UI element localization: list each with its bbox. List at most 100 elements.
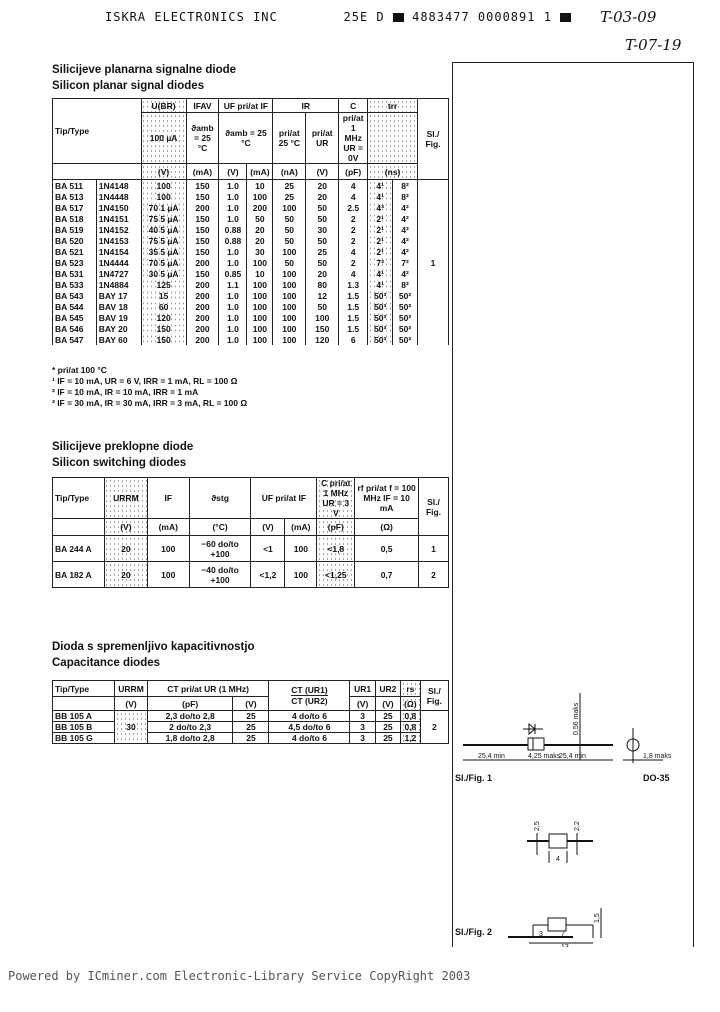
table-cell: 100 (272, 301, 307, 312)
table-cell: 1.0 (218, 334, 248, 345)
table-cell: BA 546 (52, 323, 97, 334)
table-cell: 100 (305, 312, 340, 323)
unit: (ns) (367, 163, 419, 180)
table-cell: 80 (305, 279, 340, 290)
table-cell: 150 (185, 224, 220, 235)
table-cell: 4³ (367, 202, 394, 213)
table-cell: 120 (305, 334, 340, 345)
dim-text: 25,4 min (478, 753, 505, 760)
table-cell: 7³ (367, 257, 394, 268)
table-cell: 200 (185, 279, 220, 290)
unit: (V) (250, 518, 286, 536)
col-ifav: IFAV (185, 98, 220, 113)
black-mark (392, 13, 404, 22)
dim-text: 4,25 maks (528, 753, 561, 760)
figure-panel: 25,4 min 4,25 maks 25,4 min 0,56 maks 1,… (452, 62, 694, 947)
table-cell: 1.0 (218, 312, 248, 323)
table-cell: 150 (305, 323, 340, 334)
unit: (V) (232, 696, 270, 711)
table-cell: 4² (392, 202, 419, 213)
col-uf: UF pri/at IF (218, 98, 274, 113)
section-title-capacitance: Dioda s spremenljivo kapacitivnostjo Cap… (52, 639, 255, 671)
table-cell: 12 (305, 290, 340, 301)
table-cell: BA 182 A (52, 561, 105, 588)
table-row: BA 547 BAY 60 150 200 1.0 100 100 120 6 50³ 50² (52, 334, 449, 345)
table-cell: 200 (185, 202, 220, 213)
uf-condition: ϑamb = 25 °C (218, 112, 274, 164)
fig2-dimensions: 2,5 2,2 4 3 7 13 1,5 (534, 821, 601, 947)
table-cell: 25 (232, 732, 270, 744)
table-cell: BAY 60 (95, 334, 142, 345)
table-cell: 50³ (367, 301, 394, 312)
footnote: ² IF = 10 mA, IR = 10 mA, IRR = 1 mA (52, 387, 199, 397)
table-cell: 1N4148 (95, 179, 142, 191)
unit: (nA) (272, 163, 307, 180)
col-urrm: URRM (114, 680, 148, 697)
table-row: BA 520 1N4153 75 5 µA 150 0.88 20 50 50 2 2¹ 4² (52, 235, 449, 246)
table-cell: 0.88 (218, 235, 248, 246)
table-cell: 1.5 (338, 290, 369, 301)
table-cell: 50³ (367, 334, 394, 345)
col-ur2: UR2 (374, 680, 402, 697)
section-title-signal: Silicijeve planarna signalne diode Silic… (52, 62, 236, 94)
table-cell: 70 5 µA (140, 257, 187, 268)
col-c: C pri/at 1 MHz UR = 3 V (316, 477, 356, 519)
table-cell: 0,8 (400, 721, 421, 733)
table-cell: BA 523 (52, 257, 97, 268)
handwritten-note: T-07-19 (625, 36, 682, 54)
table-cell: 150 (140, 323, 187, 334)
dim-text: 2,2 (574, 821, 581, 831)
table-cell: 200 (185, 334, 220, 345)
table-row: BA 511 1N4148 100 150 1.0 10 25 20 4 4¹ 8² 1 (52, 179, 449, 345)
table-cell: 20 (246, 224, 274, 235)
unit: (V) (374, 696, 402, 711)
table-cell: 4 (338, 268, 369, 279)
title-english: Silicon planar signal diodes (52, 80, 205, 92)
table-cell: 30 (246, 246, 274, 257)
table-row: BB 105 A 30 2,3 do/to 2,8 25 4 do/to 6 3 25 0,8… (51, 710, 450, 744)
table-cell: 50³ (367, 323, 394, 334)
table-cell: 4 do/to 6 (268, 732, 351, 744)
units-blank (52, 518, 105, 536)
table-cell: −60 do/to +100 (188, 535, 252, 562)
table-cell: 2.5 (338, 202, 369, 213)
table-cell: 3 (349, 710, 376, 722)
table-cell: 100 (246, 290, 274, 301)
table-cell: 100 (246, 312, 274, 323)
table-cell: BA 519 (52, 224, 97, 235)
table-cell: 1N4153 (95, 235, 142, 246)
table-cell: 0,8 (400, 710, 421, 722)
table-cell: BA 545 (52, 312, 97, 323)
table-cell: 4¹ (367, 279, 394, 290)
table-cell: 2 do/to 2,3 (146, 721, 234, 733)
table-cell: 100 (246, 301, 274, 312)
table-cell: 4 (338, 179, 369, 191)
table-cell: 50 (272, 224, 307, 235)
company-name: ISKRA ELECTRONICS INC (105, 10, 278, 24)
table-cell: 50² (392, 312, 419, 323)
table-cell: 100 (272, 268, 307, 279)
table-cell: <1 (250, 535, 286, 562)
table-cell: 60 (140, 301, 187, 312)
table-cell: BA 518 (52, 213, 97, 224)
table-cell: BA 517 (52, 202, 97, 213)
table-cell: 8² (392, 179, 419, 191)
table-cell: 1.5 (338, 301, 369, 312)
table-cell: 100 (246, 191, 274, 202)
ir-condition: pri/at 25 °C (272, 112, 307, 164)
table-cell: 1.0 (218, 290, 248, 301)
table-cell: 4¹ (367, 179, 394, 191)
table-cell: 4² (392, 268, 419, 279)
table-cell: 50³ (367, 312, 394, 323)
table-cell: 1N4727 (95, 268, 142, 279)
table-cell: 25 (374, 710, 402, 722)
unit: (mA) (284, 518, 318, 536)
table-row: BA 182 A 20 100 −40 do/to +100 <1,2 100 <1,25 0… (52, 561, 450, 588)
col-trr: trr (367, 98, 419, 113)
table-cell: 10 (246, 179, 274, 191)
table-cell: 100 (284, 535, 318, 562)
table-cell: BAV 18 (95, 301, 142, 312)
col-c: C (338, 98, 369, 113)
black-mark (560, 13, 572, 22)
